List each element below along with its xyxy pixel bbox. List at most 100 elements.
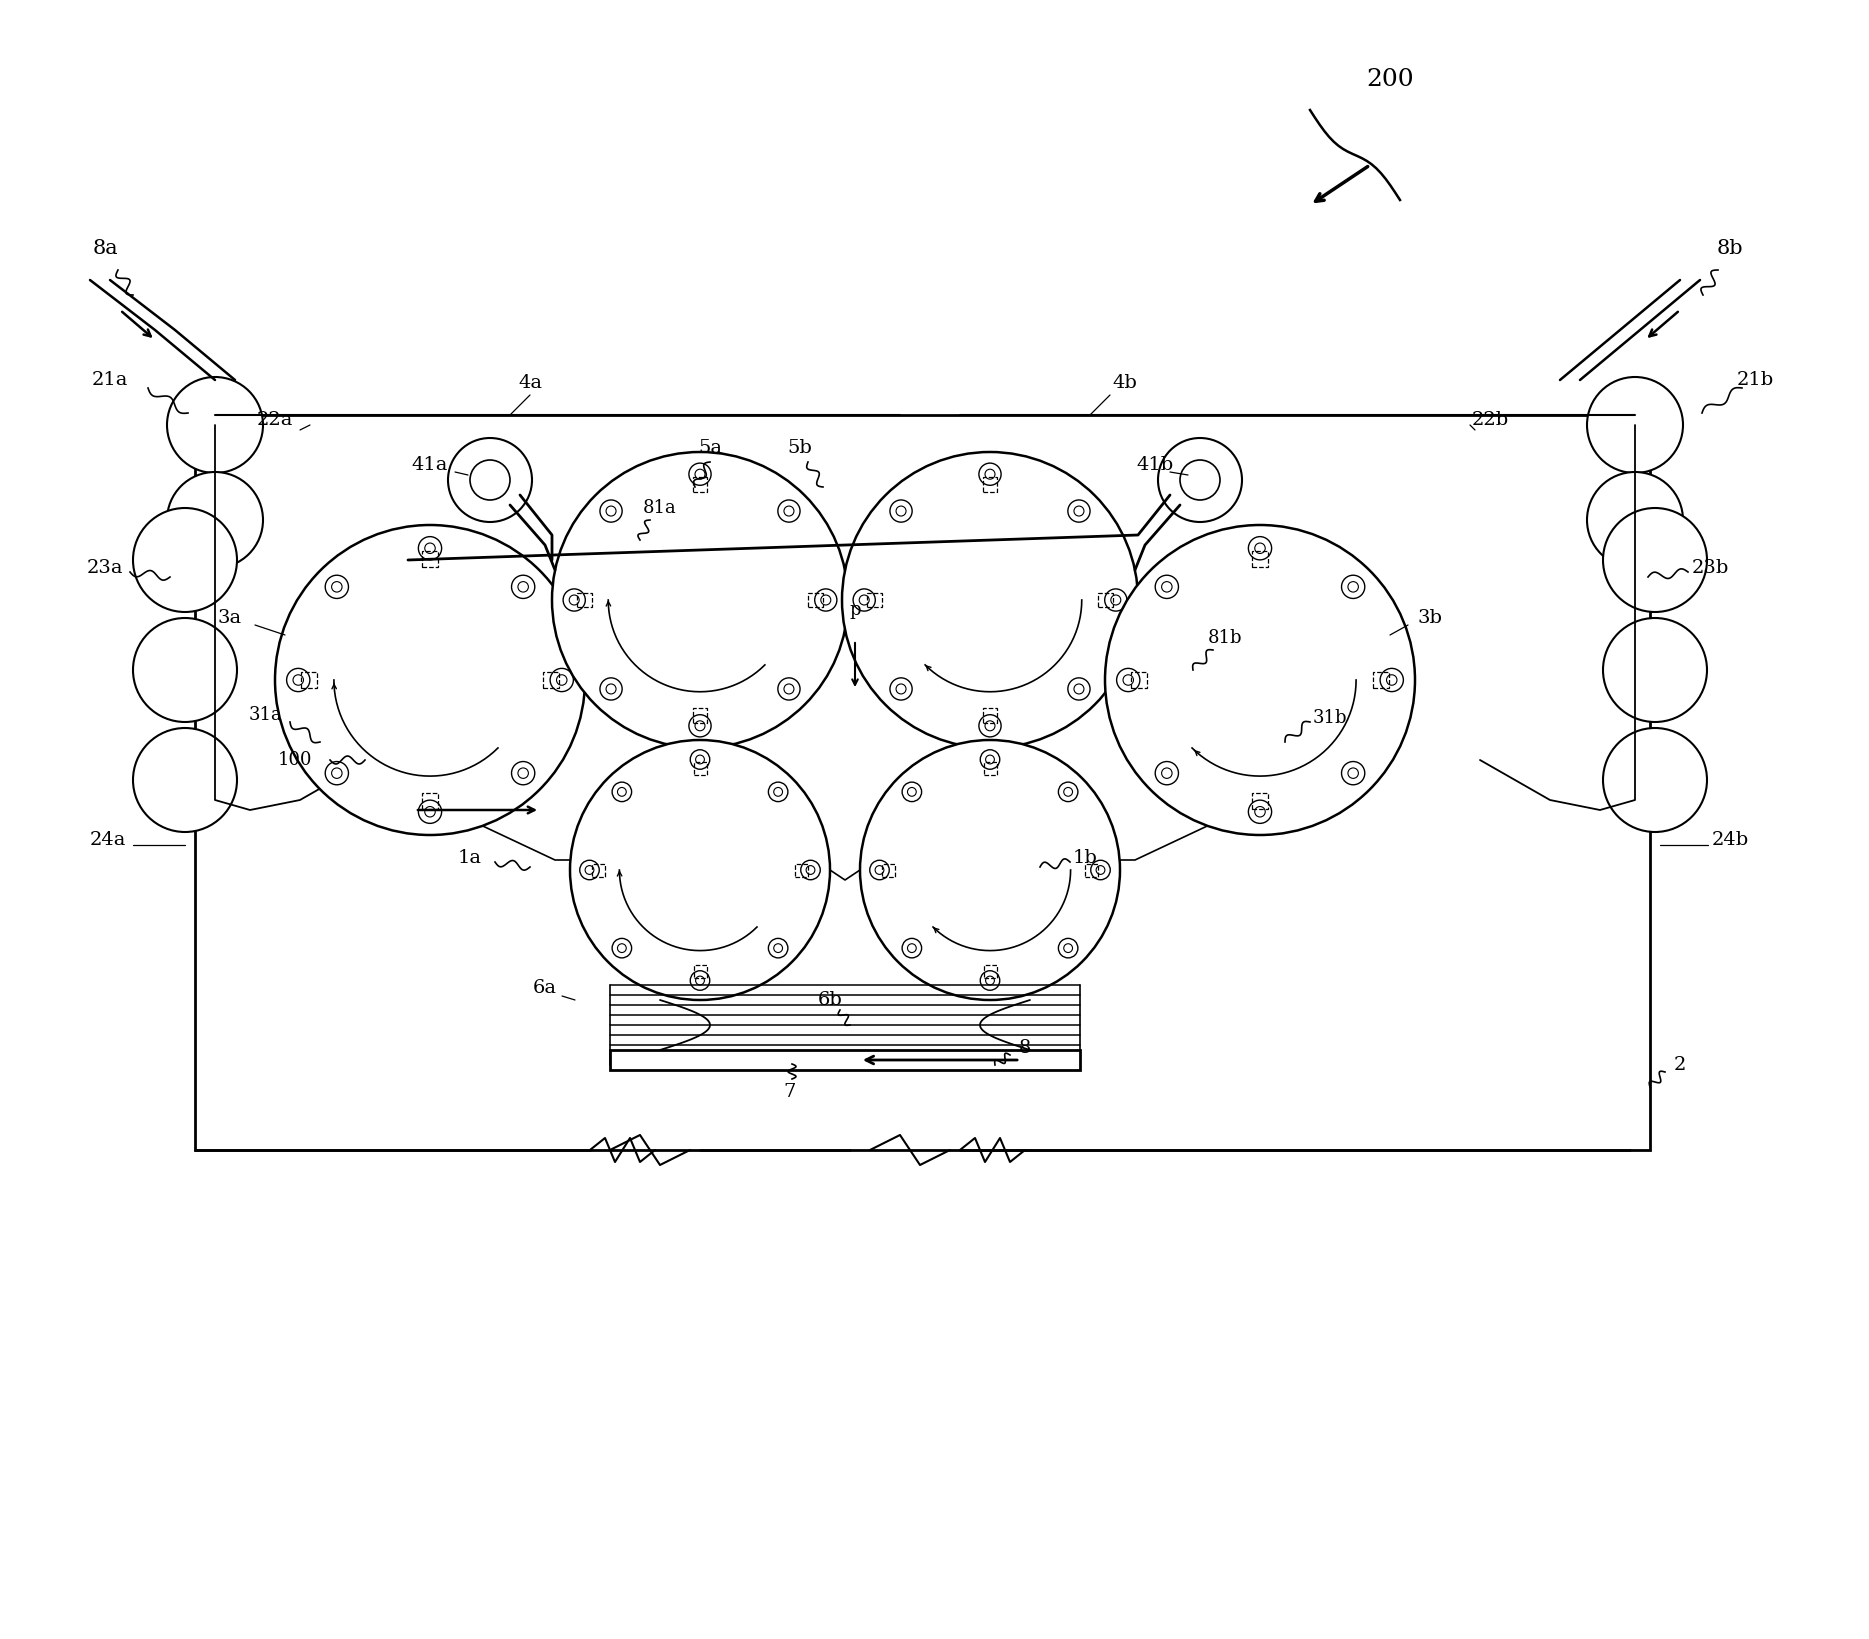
Text: 6a: 6a [533, 978, 557, 997]
Circle shape [1163, 769, 1172, 779]
Circle shape [424, 543, 435, 554]
Text: 1a: 1a [458, 849, 482, 867]
Circle shape [1105, 524, 1415, 834]
Circle shape [843, 452, 1138, 747]
Bar [794, 864, 807, 877]
Circle shape [1058, 939, 1078, 957]
Text: 2: 2 [1675, 1056, 1686, 1074]
Circle shape [690, 464, 710, 485]
Circle shape [600, 500, 622, 523]
Circle shape [1254, 543, 1265, 554]
Circle shape [1075, 506, 1084, 516]
Circle shape [1179, 461, 1220, 500]
Circle shape [695, 977, 705, 985]
Bar [578, 593, 592, 608]
Circle shape [617, 944, 626, 952]
Text: 4b: 4b [1112, 374, 1138, 392]
Bar [1252, 793, 1267, 808]
Circle shape [1348, 582, 1359, 592]
Circle shape [1587, 472, 1682, 569]
Bar [1374, 672, 1389, 688]
Text: 3b: 3b [1417, 610, 1443, 628]
Bar [867, 593, 882, 608]
Circle shape [985, 977, 994, 985]
Bar [983, 477, 998, 492]
Text: 24a: 24a [90, 831, 127, 849]
Bar [693, 762, 706, 775]
Circle shape [1342, 575, 1364, 598]
Bar [194, 415, 1650, 1151]
Circle shape [1095, 865, 1105, 874]
Text: 7: 7 [783, 1083, 796, 1101]
Circle shape [890, 500, 912, 523]
Circle shape [985, 469, 994, 479]
Bar [1099, 593, 1112, 608]
Circle shape [579, 860, 600, 880]
Circle shape [895, 683, 906, 693]
Circle shape [778, 500, 800, 523]
Bar [983, 708, 998, 723]
Circle shape [518, 769, 529, 779]
Bar [544, 672, 559, 688]
Circle shape [860, 595, 869, 605]
Text: 31a: 31a [249, 706, 282, 724]
Circle shape [890, 679, 912, 700]
Text: 24b: 24b [1712, 831, 1749, 849]
Text: 5b: 5b [787, 439, 813, 457]
Circle shape [133, 618, 237, 723]
Text: 8a: 8a [92, 239, 118, 257]
Circle shape [985, 721, 994, 731]
Text: 22b: 22b [1471, 411, 1508, 429]
Circle shape [690, 715, 710, 738]
Circle shape [1248, 800, 1271, 823]
Circle shape [133, 728, 237, 833]
Text: 6b: 6b [817, 992, 843, 1010]
Circle shape [979, 970, 1000, 990]
Bar [983, 965, 996, 978]
Circle shape [617, 787, 626, 797]
Circle shape [1604, 618, 1706, 723]
Circle shape [852, 588, 875, 611]
Circle shape [985, 756, 994, 764]
Circle shape [166, 377, 264, 474]
Text: 200: 200 [1366, 69, 1413, 92]
Bar [693, 708, 706, 723]
Circle shape [1587, 377, 1682, 474]
Circle shape [695, 721, 705, 731]
Circle shape [419, 536, 441, 561]
Text: 4a: 4a [518, 374, 542, 392]
Circle shape [1063, 787, 1073, 797]
Circle shape [570, 739, 830, 1000]
Circle shape [1342, 762, 1364, 785]
Bar [422, 551, 437, 567]
Circle shape [1116, 669, 1140, 692]
Text: 41b: 41b [1136, 456, 1174, 474]
Circle shape [979, 715, 1002, 738]
Circle shape [549, 669, 574, 692]
Circle shape [800, 860, 820, 880]
Circle shape [690, 970, 710, 990]
Bar [301, 672, 318, 688]
Circle shape [1123, 675, 1133, 685]
Text: 1b: 1b [1073, 849, 1097, 867]
Circle shape [518, 582, 529, 592]
Circle shape [774, 787, 783, 797]
Circle shape [275, 524, 585, 834]
Circle shape [815, 588, 837, 611]
Circle shape [778, 679, 800, 700]
Circle shape [1067, 679, 1090, 700]
Bar [422, 793, 437, 808]
Text: 41a: 41a [411, 456, 449, 474]
Circle shape [613, 782, 632, 801]
Circle shape [774, 944, 783, 952]
Circle shape [903, 782, 921, 801]
Circle shape [469, 461, 510, 500]
Circle shape [512, 575, 535, 598]
Circle shape [449, 438, 533, 521]
Circle shape [606, 506, 617, 516]
Circle shape [768, 782, 789, 801]
Bar [1131, 672, 1148, 688]
Circle shape [600, 679, 622, 700]
Circle shape [1604, 508, 1706, 611]
Text: 100: 100 [278, 751, 312, 769]
